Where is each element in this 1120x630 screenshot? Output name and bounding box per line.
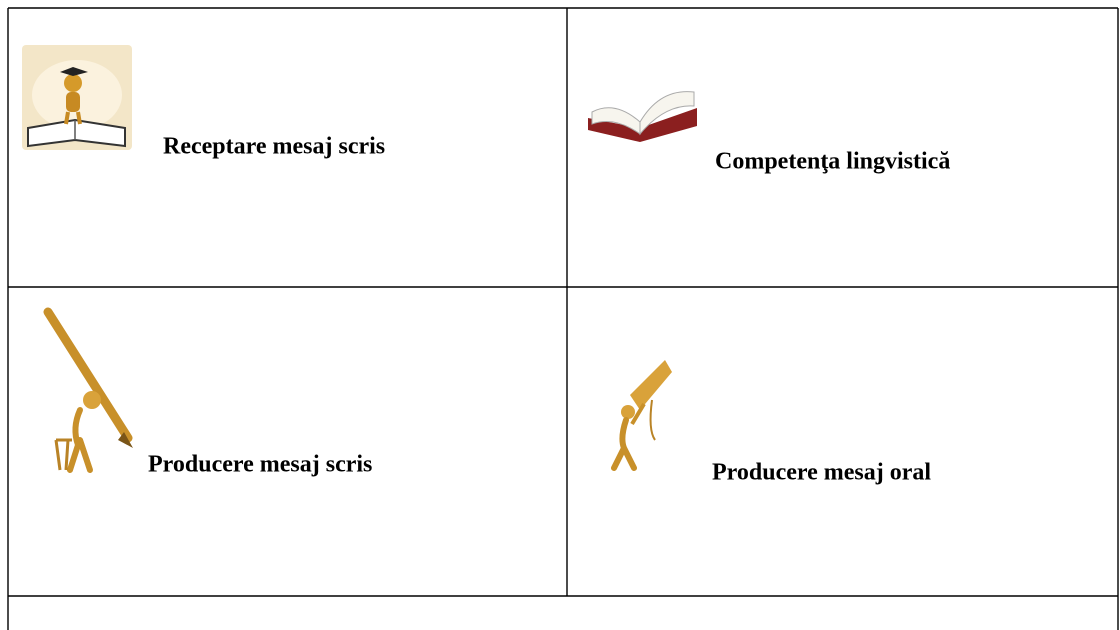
cell-label: Competenţa lingvistică xyxy=(715,149,950,175)
megaphone-figure-icon xyxy=(611,360,672,471)
cell-label: Receptare mesaj scris xyxy=(163,134,385,160)
table-borders xyxy=(7,7,1119,630)
book-icon xyxy=(588,91,697,142)
pencil-figure-icon xyxy=(43,307,133,473)
graduate-icon xyxy=(22,45,132,150)
cell-label: Producere mesaj oral xyxy=(712,460,931,486)
cell-label: Producere mesaj scris xyxy=(148,452,372,478)
